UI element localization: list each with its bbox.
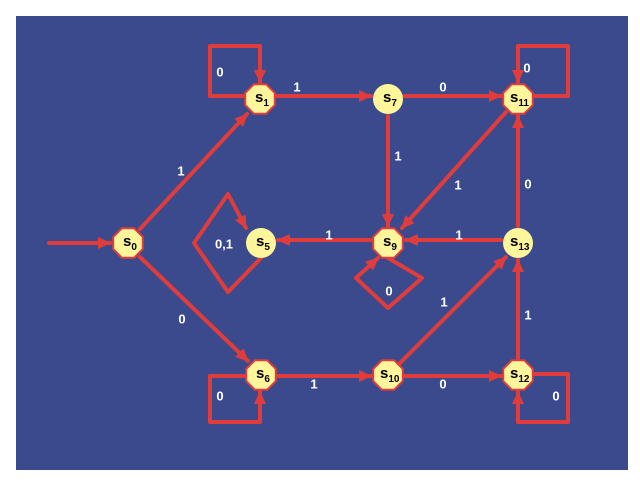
transition-s0-to-s1 (138, 112, 249, 231)
state-letter: s (256, 233, 264, 250)
transition-label-s11-s11: 0 (523, 60, 530, 75)
state-shape-s7 (373, 84, 403, 114)
state-subscript: 0 (131, 242, 137, 253)
transition-label-s10-s12: 0 (439, 376, 446, 391)
state-label-s9: s9 (383, 233, 397, 253)
state-subscript: 10 (388, 374, 400, 385)
state-subscript: 5 (264, 242, 270, 253)
self-loop-s1 (208, 44, 266, 98)
state-subscript: 12 (518, 374, 530, 385)
state-shape-s10 (372, 359, 404, 391)
state-label-s7: s7 (383, 89, 397, 109)
transition-label-s5-s5: 0,1 (215, 236, 233, 251)
self-loop-s5 (192, 192, 263, 294)
state-letter: s (255, 89, 263, 106)
state-subscript: 13 (518, 242, 530, 253)
state-s12: s12 (502, 359, 534, 391)
state-s0: s0 (112, 227, 144, 259)
state-s7: s7 (373, 84, 403, 114)
state-s9: s9 (372, 227, 404, 259)
state-s6: s6 (245, 359, 277, 391)
transition-label-s9-s5: 1 (325, 227, 332, 242)
transition-label-s0-s1: 1 (177, 163, 184, 178)
state-subscript: 9 (391, 242, 397, 253)
state-shape-s0 (112, 227, 144, 259)
state-shape-s9 (372, 227, 404, 259)
transition-label-s10-s13: 1 (440, 294, 447, 309)
state-letter: s (383, 89, 391, 106)
state-s5: s5 (246, 228, 276, 258)
state-subscript: 7 (391, 98, 397, 109)
state-s13: s13 (503, 228, 533, 258)
self-loop-s12 (512, 372, 570, 424)
transition-label-s6-s6: 0 (216, 388, 223, 403)
transition-label-s1-s1: 0 (216, 64, 223, 79)
self-loop-s9 (354, 256, 424, 310)
state-shape-s6 (245, 359, 277, 391)
transition-label-s6-s10: 1 (310, 376, 317, 391)
transition-label-s13-s9: 1 (455, 227, 462, 242)
state-shape-s13 (503, 228, 533, 258)
state-letter: s (383, 233, 391, 250)
transition-label-s0-s6: 0 (178, 311, 185, 326)
state-subscript: 11 (518, 98, 529, 109)
transition-s10-to-s13 (398, 255, 508, 365)
state-label-s13: s13 (510, 233, 530, 253)
transition-label-s13-s11: 0 (524, 176, 531, 191)
transition-label-s7-s9: 1 (394, 148, 401, 163)
state-shape-s12 (502, 359, 534, 391)
state-letter: s (510, 233, 518, 250)
transition-label-s1-s7: 1 (293, 79, 300, 94)
state-shape-s5 (246, 228, 276, 258)
transition-label-s12-s12: 0 (552, 388, 559, 403)
transition-label-s11-s9: 1 (454, 177, 461, 192)
state-letter: s (380, 365, 388, 382)
state-shape-s1 (244, 83, 276, 115)
state-label-s1: s1 (255, 89, 269, 109)
transition-s11-to-s9 (400, 110, 508, 230)
transition-label-s7-s11: 0 (439, 79, 446, 94)
state-label-s0: s0 (123, 233, 137, 253)
state-s10: s10 (372, 359, 404, 391)
state-letter: s (123, 233, 131, 250)
state-s11: s11 (502, 83, 534, 115)
state-label-s12: s12 (510, 365, 530, 385)
state-label-s5: s5 (256, 233, 270, 253)
state-shape-s11 (502, 83, 534, 115)
state-label-s6: s6 (256, 365, 270, 385)
state-letter: s (510, 365, 518, 382)
self-loop-s6 (208, 374, 266, 424)
state-label-s10: s10 (380, 365, 400, 385)
self-loop-s11 (512, 44, 570, 98)
transition-label-s9-s9: 0 (385, 283, 392, 298)
state-label-s11: s11 (510, 89, 529, 109)
state-subscript: 6 (264, 374, 270, 385)
state-letter: s (256, 365, 264, 382)
state-subscript: 1 (263, 98, 269, 109)
transition-label-s12-s13: 1 (524, 307, 531, 322)
state-s1: s1 (244, 83, 276, 115)
transition-s0-to-s6 (138, 255, 250, 363)
state-letter: s (510, 89, 518, 106)
